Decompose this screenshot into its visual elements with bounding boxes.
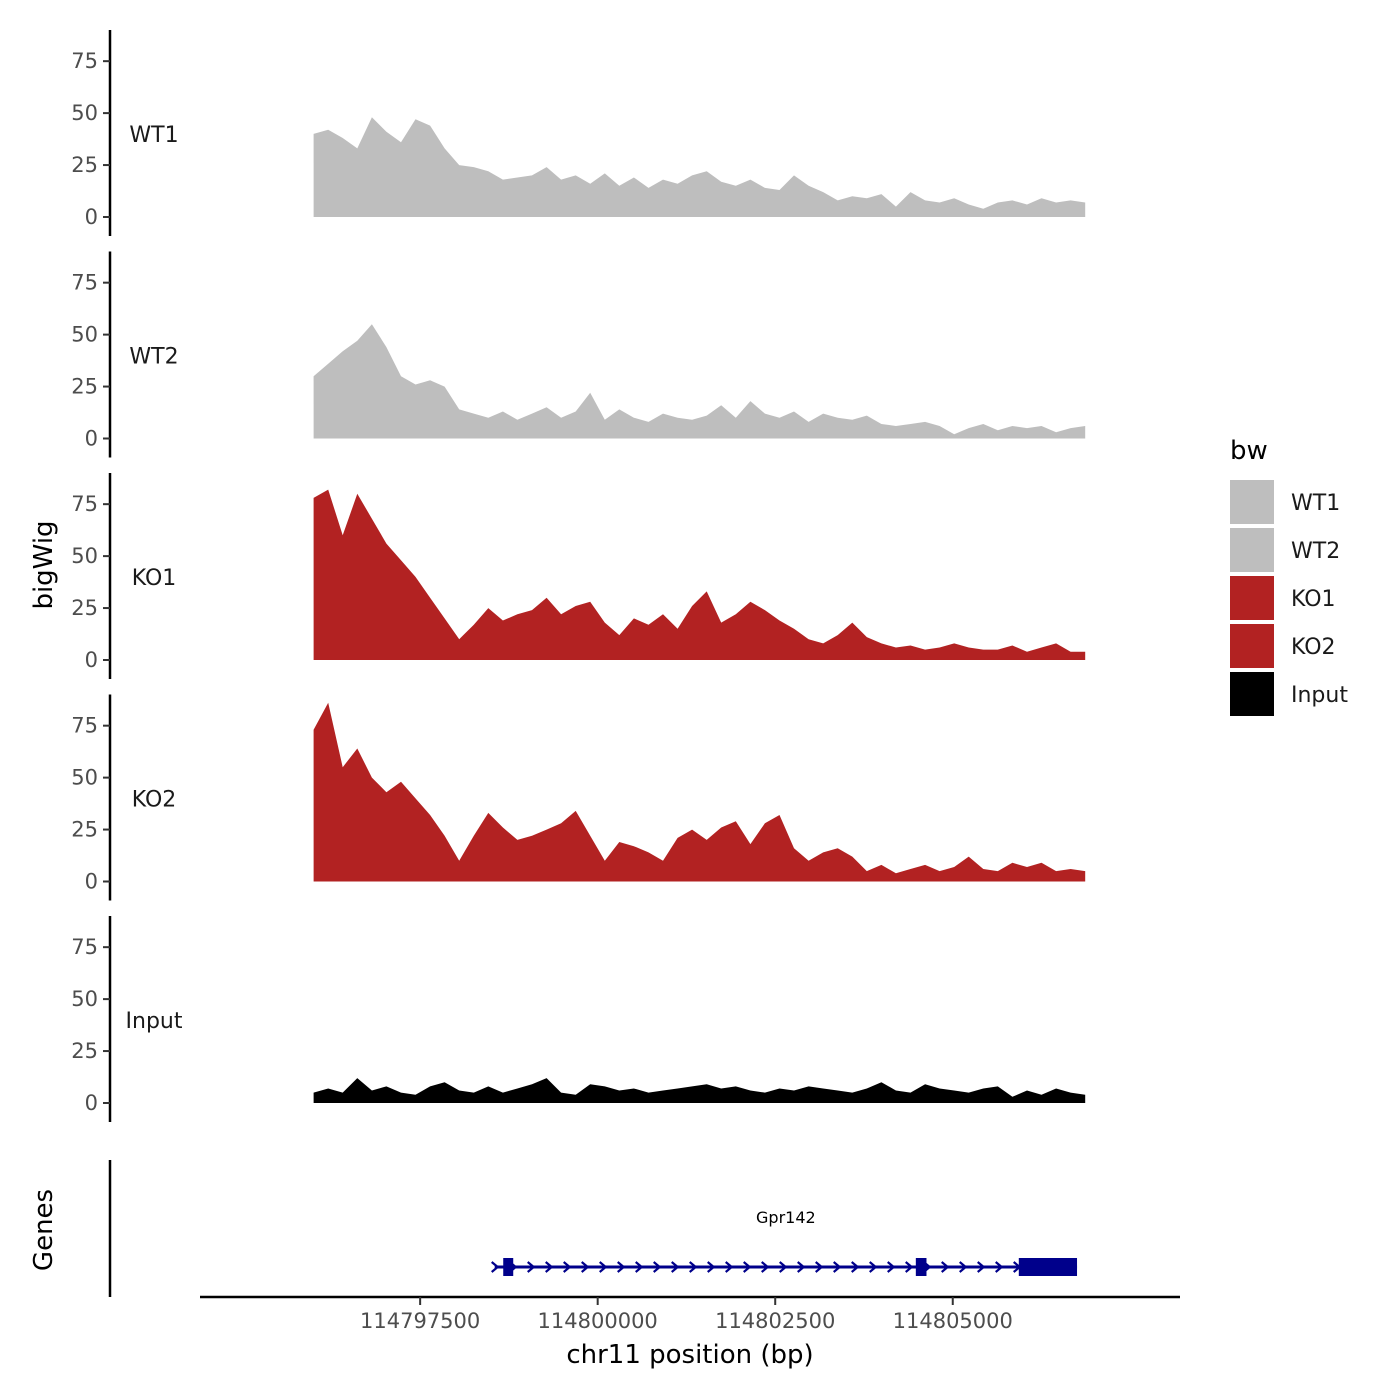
gene-gpr142: Gpr142 [491,1208,1078,1276]
strand-chevron [725,1261,734,1273]
y-tick-label: 25 [71,1039,98,1063]
panel-wt1: 0 25 50 75 WT1 [71,30,1086,236]
strand-chevron [869,1261,878,1273]
panel-label-wt1: WT1 [129,123,178,148]
strand-chevron [779,1261,788,1273]
y-tick-label: 0 [85,1091,98,1115]
strand-chevron [599,1261,608,1273]
y-tick-label: 75 [71,49,98,73]
area-ko1 [313,489,1086,660]
strand-chevron [815,1261,824,1273]
y-tick-label: 50 [71,987,98,1011]
y-tick-label: 75 [71,271,98,295]
x-tick-label: 114802500 [715,1309,835,1333]
strand-chevron [491,1261,500,1273]
panel-ko1: 0 25 50 75 KO1 [71,473,1086,679]
gene-label: Gpr142 [756,1208,816,1227]
area-wt1 [313,117,1086,217]
legend-label-ko2: KO2 [1291,635,1336,660]
strand-chevron [563,1261,572,1273]
y-tick-label: 75 [71,935,98,959]
legend-title: bw [1230,436,1268,466]
strand-chevron [707,1261,716,1273]
y-tick-label: 50 [71,544,98,568]
area-ko2 [313,702,1086,882]
strand-chevron [761,1261,770,1273]
panel-label-ko2: KO2 [132,788,177,813]
y-tick-label: 75 [71,714,98,738]
panel-label-wt2: WT2 [129,345,178,370]
legend-key-wt1 [1230,480,1274,524]
y-tick-label: 50 [71,101,98,125]
strand-chevron [959,1261,968,1273]
panel-input: 0 25 50 75 Input [71,916,1086,1122]
panel-label-input: Input [126,1009,183,1034]
strand-chevron [545,1261,554,1273]
genes-axis-title: Genes [29,1189,59,1271]
y-tick-label: 75 [71,492,98,516]
strand-chevron [617,1261,626,1273]
legend-key-wt2 [1230,528,1274,572]
y-tick-label: 0 [85,427,98,451]
gene-exon [915,1258,927,1276]
legend-label-input: Input [1291,683,1348,708]
y-tick-label: 25 [71,818,98,842]
coverage-panels: 0 25 50 75 WT1 0 25 50 75 WT2 0 25 50 75 KO1 0 25 50 75 KO2… [71,30,1086,1122]
legend: bw WT1 WT2 KO1 KO2 Input [1230,436,1348,716]
y-tick-label: 0 [85,870,98,894]
y-tick-label: 0 [85,648,98,672]
legend-key-ko1 [1230,576,1274,620]
legend-label-ko1: KO1 [1291,587,1336,612]
gene-track: Gpr142 [108,1160,1078,1297]
strand-chevron [905,1261,914,1273]
x-tick-label: 114805000 [893,1309,1013,1333]
gene-exon [503,1258,514,1276]
strand-chevron [977,1261,986,1273]
panel-ko2: 0 25 50 75 KO2 [71,694,1086,901]
y-tick-label: 25 [71,153,98,177]
y-tick-label: 25 [71,375,98,399]
y-tick-label: 25 [71,596,98,620]
y-axis-title: bigWig [29,520,59,609]
strand-chevron [797,1261,806,1273]
legend-key-input [1230,672,1274,716]
strand-chevron [743,1261,752,1273]
legend-label-wt1: WT1 [1291,491,1340,516]
strand-chevron [527,1261,536,1273]
area-input [313,1078,1086,1103]
strand-chevron [689,1261,698,1273]
strand-chevron [635,1261,644,1273]
x-axis-title: chr11 position (bp) [566,1340,813,1370]
y-tick-label: 50 [71,766,98,790]
strand-chevron [851,1261,860,1273]
panel-label-ko1: KO1 [132,566,177,591]
gene-exon [1018,1258,1078,1276]
legend-label-wt2: WT2 [1291,539,1340,564]
x-tick-label: 114800000 [538,1309,658,1333]
y-tick-label: 50 [71,323,98,347]
legend-key-ko2 [1230,624,1274,668]
x-axis: 114797500 114800000 114802500 114805000 [200,1295,1180,1333]
area-wt2 [313,324,1086,439]
strand-chevron [887,1261,896,1273]
strand-chevron [581,1261,590,1273]
strand-chevron [671,1261,680,1273]
x-tick-label: 114797500 [360,1309,480,1333]
strand-chevron [941,1261,950,1273]
panel-wt2: 0 25 50 75 WT2 [71,251,1086,458]
strand-chevron [995,1261,1004,1273]
strand-chevron [653,1261,662,1273]
strand-chevron [833,1261,842,1273]
y-tick-label: 0 [85,205,98,229]
